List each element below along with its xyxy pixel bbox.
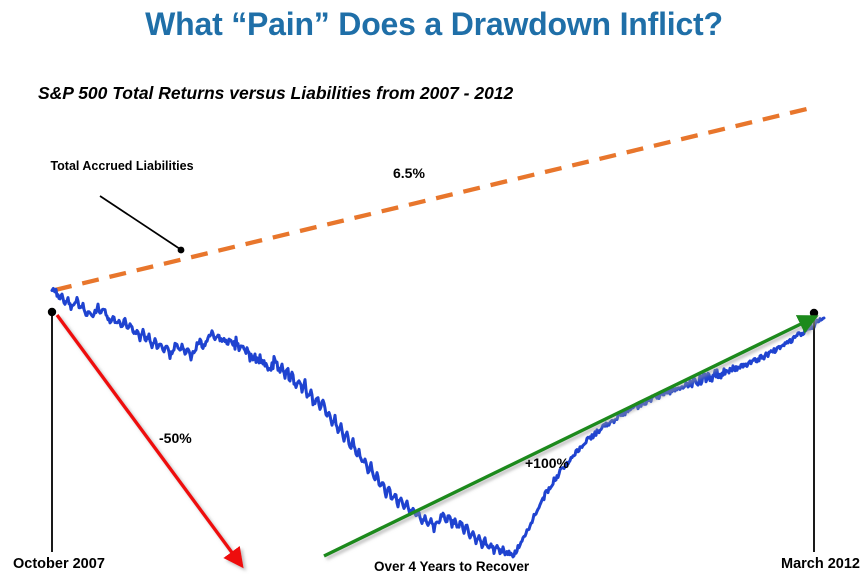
recovery-duration-label: Over 4 Years to Recover — [374, 559, 530, 574]
start-date-label: October 2007 — [13, 556, 105, 572]
page-title: What “Pain” Does a Drawdown Inflict? — [145, 6, 723, 42]
sp500-index-line — [50, 287, 826, 559]
start-marker-dot — [47, 307, 57, 317]
liabilities-leader-dot — [177, 246, 185, 254]
recovery-arrow — [323, 315, 819, 558]
drawdown-percent-label: -50% — [159, 430, 192, 446]
liabilities-rate-label: 6.5% — [393, 165, 425, 181]
liabilities-annotation-label: Total Accrued Liabilities — [50, 159, 194, 173]
chart-subtitle: S&P 500 Total Returns versus Liabilities… — [38, 83, 514, 103]
liabilities-dashed-line — [54, 104, 816, 293]
end-date-label: March 2012 — [781, 556, 860, 572]
liabilities-leader-line — [99, 195, 181, 250]
drawdown-arrow — [55, 313, 244, 569]
recovery-percent-label: +100% — [525, 455, 569, 471]
end-marker-dot — [809, 308, 819, 318]
